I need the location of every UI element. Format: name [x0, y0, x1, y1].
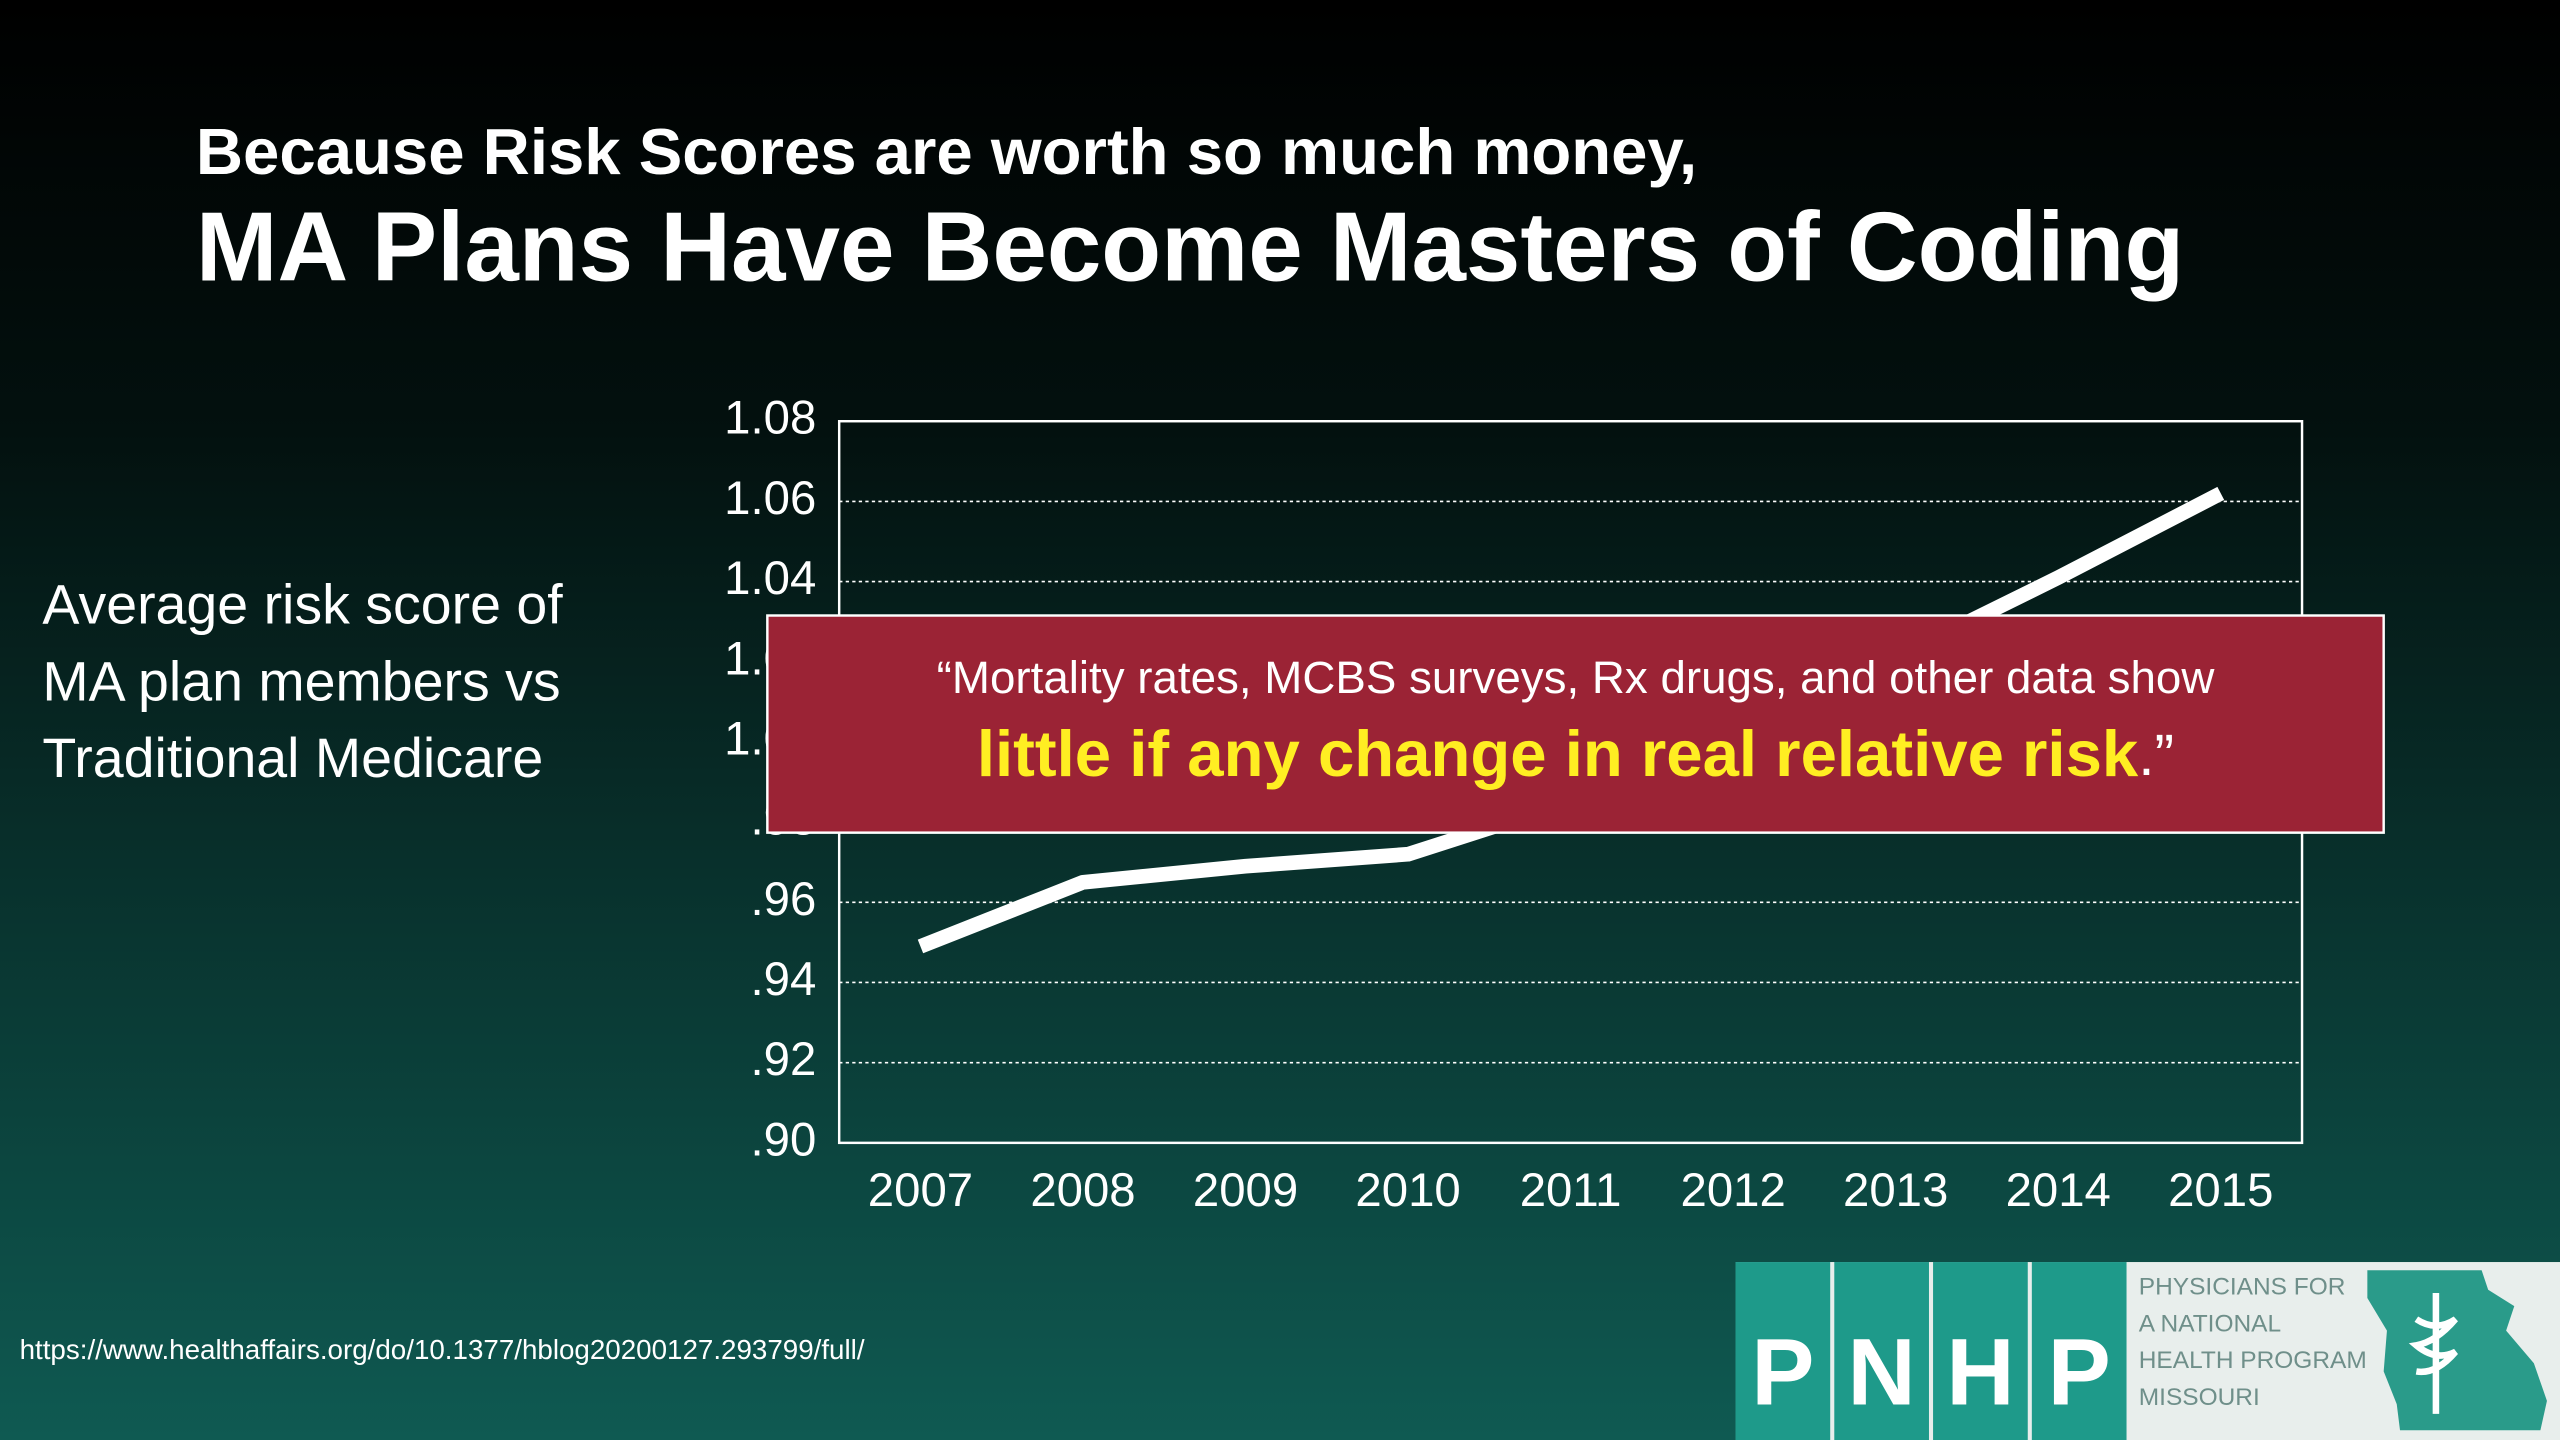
state-shape — [2367, 1270, 2547, 1431]
x-tick-label: 2010 — [1355, 1164, 1460, 1217]
x-tick-label: 2013 — [1843, 1164, 1948, 1217]
y-tick-label: .94 — [751, 953, 817, 1006]
logo-letter: H — [1946, 1320, 2014, 1426]
y-tick-label: .90 — [751, 1113, 817, 1166]
x-tick-label: 2014 — [2006, 1164, 2111, 1217]
y-tick-label: 1.06 — [724, 472, 816, 525]
annotation-end: .” — [2138, 723, 2174, 788]
x-tick-label: 2008 — [1030, 1164, 1135, 1217]
logo-text: MISSOURI — [2139, 1384, 2260, 1411]
x-tick-label: 2015 — [2168, 1164, 2273, 1217]
x-tick-label: 2007 — [868, 1164, 973, 1217]
y-axis-label-line: Average risk score of — [42, 574, 563, 636]
x-tick-label: 2009 — [1193, 1164, 1298, 1217]
logo-letter-tile — [1933, 1262, 2028, 1440]
logo-letter-tile — [1834, 1262, 1929, 1440]
annotation-background — [766, 614, 2385, 834]
y-tick-label: .96 — [751, 873, 817, 926]
annotation-text: little if any change in real relative ri… — [977, 717, 2174, 790]
logo-letter: P — [1751, 1320, 1814, 1426]
logo-text: A NATIONAL — [2139, 1310, 2281, 1337]
title: MA Plans Have Become Masters of Coding — [196, 192, 2184, 302]
logo-letter: P — [2048, 1320, 2111, 1426]
y-axis-label-line: MA plan members vs — [42, 650, 560, 712]
annotation-text: “Mortality rates, MCBS surveys, Rx drugs… — [937, 652, 2216, 703]
x-tick-label: 2011 — [1520, 1164, 1622, 1217]
plot: .90.92.94.96.981.001.021.041.061.0820072… — [724, 392, 2304, 1217]
y-tick-label: .92 — [751, 1033, 817, 1086]
annotation-box: “Mortality rates, MCBS surveys, Rx drugs… — [766, 614, 2385, 834]
source-link: https://www.healthaffairs.org/do/10.1377… — [20, 1334, 865, 1365]
y-axis-label: Average risk score of MA plan members vs T… — [42, 574, 563, 789]
y-tick-label: 1.04 — [724, 552, 816, 605]
y-tick-label: 1.08 — [724, 392, 816, 445]
subtitle: Because Risk Scores are worth so much mo… — [196, 115, 1697, 188]
logo-letter: N — [1847, 1320, 1915, 1426]
logo-letter-tile — [1735, 1262, 1831, 1440]
caduceus-icon — [2408, 1293, 2458, 1414]
y-axis-label-line: Traditional Medicare — [42, 727, 543, 789]
annotation-highlight: little if any change in real relative ri… — [977, 717, 2139, 790]
logo-letter-tile — [2031, 1262, 2127, 1440]
x-tick-label: 2012 — [1681, 1164, 1786, 1217]
logo-text: HEALTH PROGRAM — [2139, 1347, 2367, 1374]
logo-text: PHYSICIANS FOR — [2139, 1274, 2346, 1301]
